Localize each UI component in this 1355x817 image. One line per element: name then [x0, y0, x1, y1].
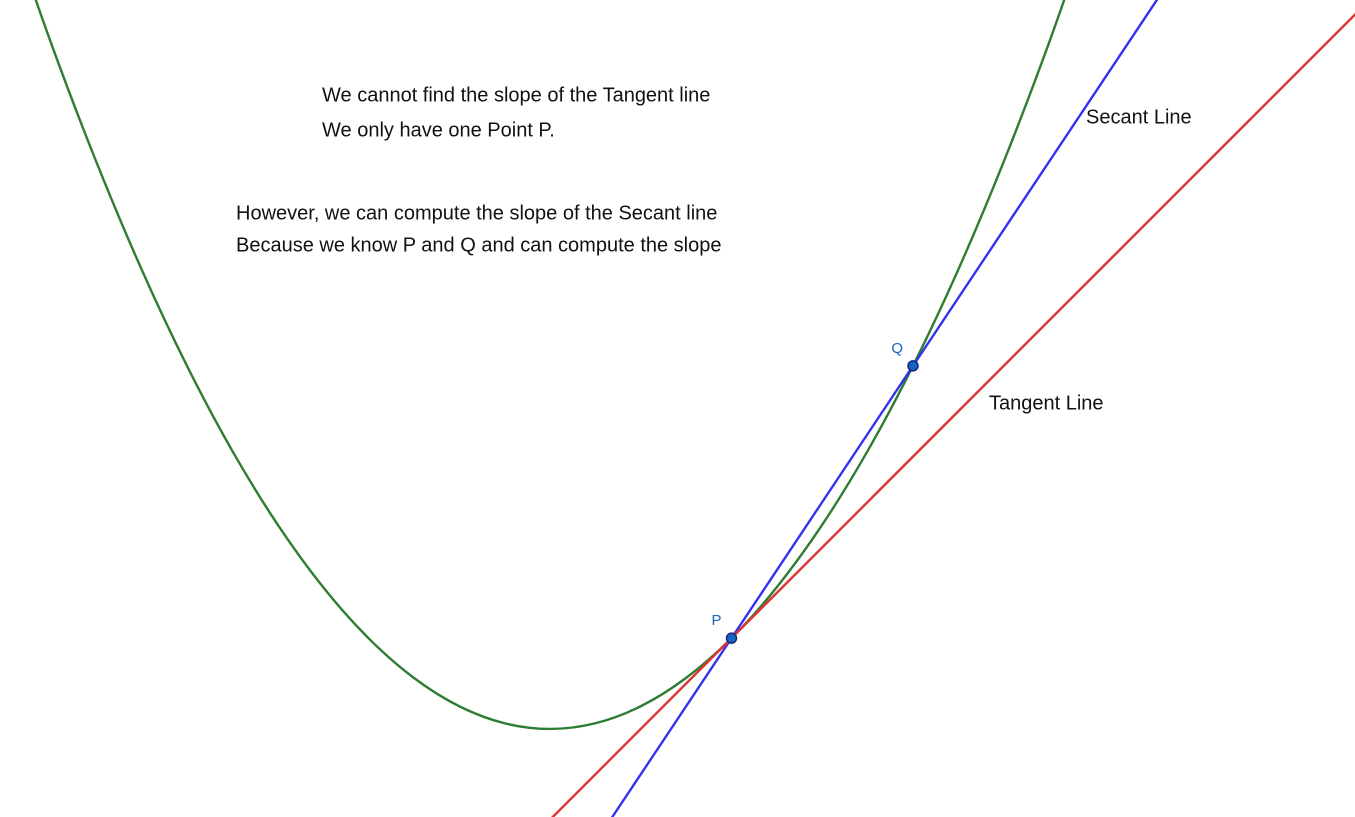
- curve: [610, 0, 1159, 817]
- foreground: P Q We cannot find the slope of the Tangen…: [236, 84, 1192, 644]
- annotation: Secant Line: [1086, 106, 1192, 128]
- curve: [551, 12, 1355, 817]
- curve: [34, 0, 1066, 731]
- curves: [34, 0, 1355, 817]
- annotation: We cannot find the slope of the Tangent …: [322, 84, 710, 106]
- point-label: P: [711, 612, 721, 629]
- annotation: However, we can compute the slope of the…: [236, 202, 717, 224]
- point-label: Q: [891, 340, 903, 357]
- annotation: We only have one Point P.: [322, 119, 555, 141]
- point: [725, 632, 738, 644]
- annotation: Tangent Line: [989, 392, 1104, 414]
- point: [907, 360, 919, 372]
- annotation: Because we know P and Q and can compute …: [236, 234, 722, 256]
